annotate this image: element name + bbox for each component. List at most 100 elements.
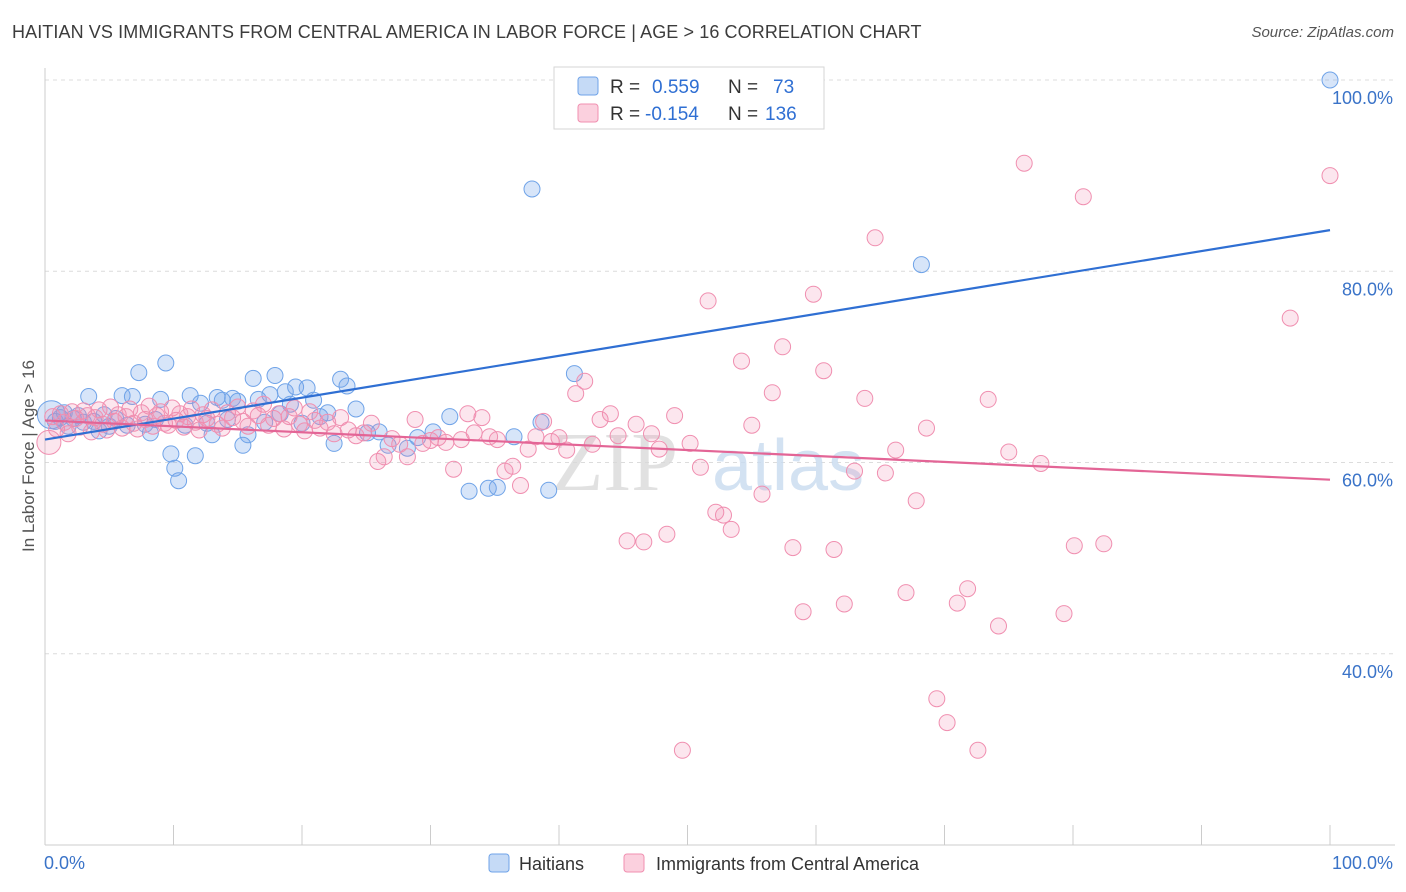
legend-bottom-label-central-america: Immigrants from Central America [656,854,920,874]
point-haitians-73 [1321,71,1339,89]
point-central-america-80 [437,433,455,451]
point-central-america-129 [856,389,874,407]
point-central-america-91 [519,440,537,458]
point-central-america-96 [558,441,576,459]
point-central-america-134 [907,492,925,510]
data-points [36,71,1339,759]
point-central-america-98 [576,372,594,390]
point-central-america-137 [938,714,956,732]
point-central-america-126 [825,541,843,558]
x-tick-label-0: 0.0% [44,853,85,873]
trend-line-central-america [44,419,1331,481]
point-central-america-113 [699,292,717,310]
trend-lines [44,229,1331,481]
point-central-america-142 [990,617,1007,635]
point-central-america-130 [866,229,884,247]
point-central-america-148 [1074,188,1092,206]
point-central-america-146 [1055,605,1073,623]
legend-n-value-0: 73 [773,77,794,98]
point-central-america-125 [815,362,833,380]
point-central-america-140 [969,741,987,759]
point-central-america-136 [928,690,946,708]
watermark-zip: ZIP [552,416,678,509]
point-haitians-37 [234,436,252,454]
trend-line-haitians [44,229,1331,441]
point-central-america-122 [784,539,802,557]
legend-r-label-1: R = [610,104,640,125]
point-central-america-70 [362,414,380,432]
point-haitians-66 [488,478,506,496]
point-central-america-118 [743,416,761,434]
y-tick-label-3: 40.0% [1342,662,1393,682]
point-central-america-97 [567,385,585,403]
source-label: Source: ZipAtlas.com [1251,24,1394,41]
y-tick-label-1: 80.0% [1342,279,1393,299]
point-central-america-123 [794,603,812,621]
point-central-america-61 [301,403,319,421]
point-haitians-54 [332,370,350,388]
point-haitians-64 [460,482,478,500]
legend-swatch-haitians [577,76,599,96]
point-central-america-90 [512,477,529,494]
point-central-america-111 [681,434,699,452]
point-haitians-56 [347,400,365,418]
point-central-america-120 [763,384,781,402]
y-axis-label: In Labor Force | Age > 16 [19,360,38,552]
point-haitians-17 [130,364,148,382]
point-haitians-65 [479,479,497,497]
point-central-america-144 [1015,154,1033,172]
point-central-america-93 [535,412,553,430]
point-central-america-102 [609,427,627,445]
point-central-america-100 [591,411,609,428]
point-central-america-145 [1032,455,1050,472]
point-central-america-42 [203,401,221,419]
point-central-america-104 [627,415,645,433]
point-central-america-76 [406,411,424,428]
legend-bottom-swatch-haitians [488,853,510,873]
point-central-america-110 [673,741,691,759]
point-haitians-68 [523,180,541,198]
legend-bottom-label-haitians: Haitians [519,854,584,874]
point-central-america-84 [465,424,483,442]
point-haitians-24 [166,459,184,477]
point-central-america-150 [1281,309,1299,327]
point-haitians-22 [157,354,175,372]
legend-series: Haitians Immigrants from Central America [488,853,920,874]
watermark-atlas: atlas [712,426,864,506]
point-central-america-106 [643,425,660,443]
point-central-america-101 [601,405,619,423]
point-central-america-149 [1095,535,1113,553]
point-central-america-131 [876,464,894,482]
point-central-america-124 [804,285,822,303]
point-central-america-95 [550,429,568,447]
y-tick-label-0: 100.0% [1332,88,1393,108]
point-central-america-103 [618,532,636,550]
point-central-america-141 [979,390,997,408]
x-tick-label-1: 100.0% [1332,853,1393,873]
point-central-america-133 [897,584,915,602]
point-haitians-23 [162,445,180,463]
point-haitians-60 [398,439,416,457]
y-tick-label-2: 60.0% [1342,471,1393,491]
point-central-america-138 [948,594,966,612]
point-central-america-117 [733,352,750,370]
legend-r-value-1: -0.154 [645,104,699,125]
point-haitians-52 [319,404,337,422]
point-haitians-28 [186,447,204,465]
grid-lines [45,79,1395,655]
point-central-america-81 [445,460,463,478]
point-central-america-139 [959,580,977,598]
point-central-america-92 [527,428,545,446]
point-haitians-67 [505,428,523,446]
point-haitians-72 [912,256,930,274]
point-central-america-127 [835,595,853,613]
point-central-america-132 [887,441,905,459]
axes [44,68,1395,846]
point-central-america-115 [715,506,732,524]
legend-correlation: R = 0.559 N = 73 R = -0.154 N = 136 [553,66,825,130]
point-central-america-143 [1000,443,1018,461]
point-central-america-105 [635,533,653,551]
legend-n-label-1: N = [728,104,758,125]
point-central-america-128 [846,462,863,480]
